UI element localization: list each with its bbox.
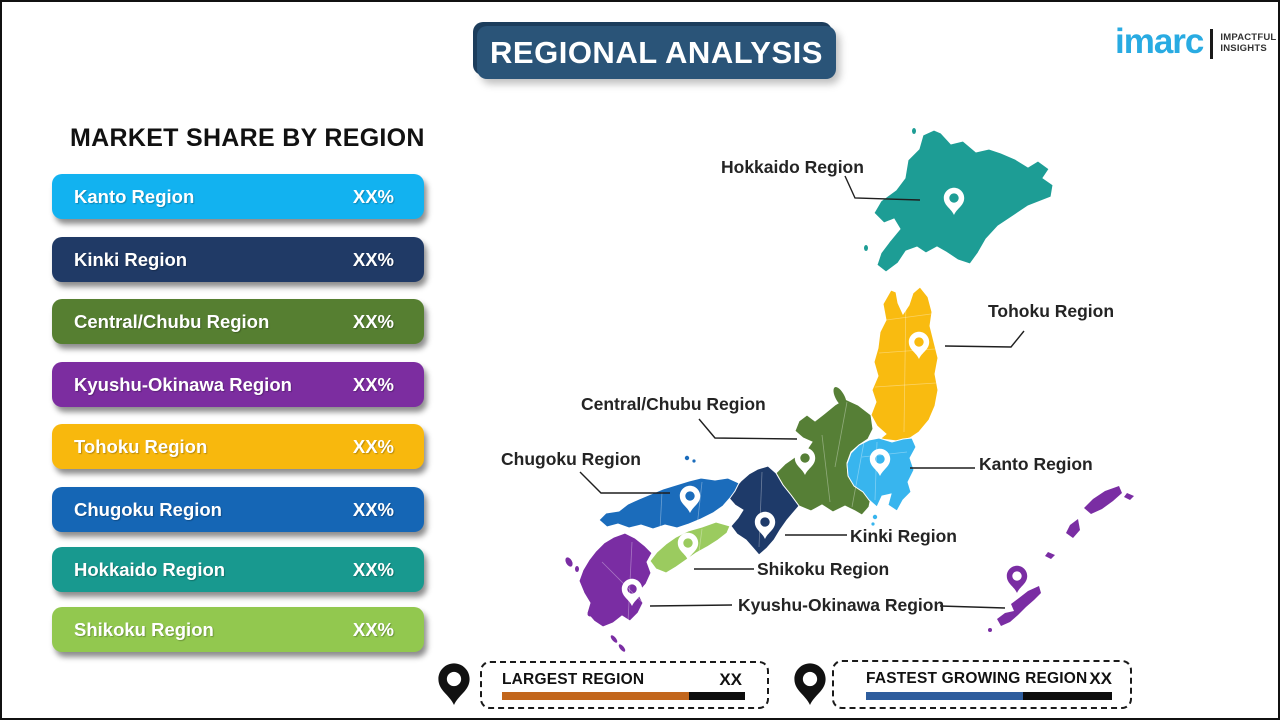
okinawa-pin-icon — [1006, 565, 1028, 593]
chubu-pin-icon — [794, 447, 816, 475]
region-value: XX% — [352, 373, 394, 395]
map-region-tohoku — [870, 286, 939, 442]
region-value: XX% — [352, 310, 394, 332]
largest-region-label: LARGEST REGION — [502, 671, 645, 688]
fastest-region-pin-icon — [794, 663, 826, 705]
kyushu-connector-right — [939, 605, 1006, 609]
kyushu-islet — [618, 644, 626, 652]
region-label: Kanto Region — [74, 185, 195, 207]
region-value: XX% — [352, 248, 394, 270]
kyushu-islet — [610, 635, 618, 643]
region-value: XX% — [352, 435, 394, 457]
share-bar-tohoku: Tohoku Region XX% — [52, 424, 424, 469]
kyushu-connector-left — [649, 604, 733, 607]
kyushu-map-label: Kyushu-Okinawa Region — [738, 595, 945, 615]
chugoku-pin-icon — [679, 485, 701, 513]
logo-tagline: IMPACTFUL INSIGHTS — [1220, 32, 1277, 55]
hokkaido-connector — [844, 175, 921, 201]
largest-region-bar — [502, 692, 745, 700]
region-label: Central/Chubu Region — [74, 310, 270, 332]
kinki-map-label: Kinki Region — [850, 526, 957, 546]
region-label: Kyushu-Okinawa Region — [74, 373, 292, 395]
chugoku-connector — [579, 471, 670, 494]
map-region-chubu — [775, 398, 874, 516]
largest-region-legend: LARGEST REGION XX — [480, 661, 769, 709]
share-bar-shikoku: Shikoku Region XX% — [52, 607, 424, 652]
kyushu-islet — [565, 557, 573, 567]
share-bar-kanto: Kanto Region XX% — [52, 174, 424, 219]
shikoku-pin-icon — [677, 532, 699, 560]
chubu-connector — [698, 418, 798, 440]
map-region-kyushu — [578, 532, 653, 628]
izu-island — [872, 514, 878, 520]
share-bar-chugoku: Chugoku Region XX% — [52, 487, 424, 532]
region-label: Tohoku Region — [74, 435, 208, 457]
imarc-logo-text: imarc — [1115, 22, 1204, 61]
hokkaido-map-label: Hokkaido Region — [721, 157, 864, 177]
region-label: Shikoku Region — [74, 618, 214, 640]
share-bar-hokkaido: Hokkaido Region XX% — [52, 547, 424, 592]
sado-island — [833, 387, 847, 407]
kanto-map-label: Kanto Region — [979, 454, 1093, 474]
kyushu-islet — [587, 611, 593, 617]
oki-island — [684, 455, 690, 461]
chubu-map-label: Central/Chubu Region — [581, 394, 766, 414]
label-connectors — [579, 175, 1025, 609]
map-region-kanto — [846, 437, 917, 512]
fastest-region-legend: FASTEST GROWING REGION XX — [832, 660, 1132, 709]
region-value: XX% — [352, 558, 394, 580]
region-label: Hokkaido Region — [74, 558, 226, 580]
fastest-region-value: XX — [1089, 669, 1112, 688]
kyushu-pin-icon — [621, 578, 643, 606]
market-share-heading: MARKET SHARE BY REGION — [70, 124, 425, 152]
share-bar-chubu: Central/Chubu Region XX% — [52, 299, 424, 344]
map-region-hokkaido — [873, 129, 1054, 273]
largest-region-value: XX — [719, 670, 742, 689]
region-label: Kinki Region — [74, 248, 188, 270]
share-bar-kyushu: Kyushu-Okinawa Region XX% — [52, 362, 424, 407]
chugoku-map-label: Chugoku Region — [501, 449, 641, 469]
region-value: XX% — [352, 498, 394, 520]
map-region-chugoku — [598, 477, 740, 530]
oki-island — [692, 459, 696, 463]
fastest-region-label: FASTEST GROWING REGION — [866, 670, 1088, 687]
kyushu-islet — [575, 566, 579, 572]
okinawa-islands — [988, 486, 1134, 632]
hokkaido-pin-icon — [943, 187, 965, 215]
hokkaido-islet — [864, 245, 868, 251]
page-title: REGIONAL ANALYSIS — [477, 26, 836, 79]
tohoku-map-label: Tohoku Region — [988, 301, 1115, 321]
region-value: XX% — [352, 185, 394, 207]
region-value: XX% — [352, 618, 394, 640]
hokkaido-islet — [912, 128, 916, 134]
kinki-pin-icon — [754, 511, 776, 539]
region-label: Chugoku Region — [74, 498, 222, 520]
map-region-kinki — [727, 465, 800, 556]
imarc-logo: imarc IMPACTFUL INSIGHTS — [1115, 24, 1276, 59]
fastest-region-bar — [866, 692, 1112, 700]
map-region-shikoku — [649, 521, 731, 574]
share-bar-kinki: Kinki Region XX% — [52, 237, 424, 282]
tohoku-pin-icon — [908, 331, 930, 359]
kanto-pin-icon — [869, 448, 891, 476]
tohoku-connector — [944, 330, 1025, 348]
logo-divider — [1210, 29, 1214, 59]
largest-region-pin-icon — [438, 663, 470, 705]
shikoku-map-label: Shikoku Region — [757, 559, 890, 579]
